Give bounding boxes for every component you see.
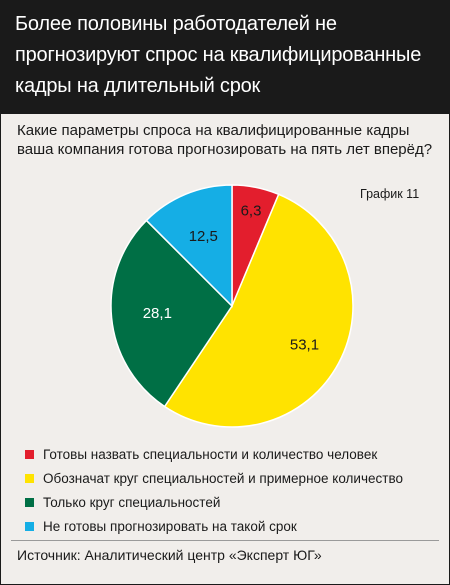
legend-label: Обозначат круг специальностей и примерно… bbox=[43, 470, 403, 486]
slice-value-label: 28,1 bbox=[143, 305, 172, 322]
chart-number: График 11 bbox=[360, 187, 420, 201]
legend-label: Только круг специальностей bbox=[43, 494, 221, 510]
pie-slice bbox=[163, 193, 354, 428]
legend-swatch bbox=[25, 473, 34, 483]
pie-slice bbox=[110, 219, 233, 408]
slice-value-label: 6,3 bbox=[241, 203, 262, 220]
pie-slice bbox=[145, 184, 233, 308]
source-note: Источник: Аналитический центр «Эксперт Ю… bbox=[17, 547, 322, 563]
header-bar: Более половины работодателей не прогнози… bbox=[1, 1, 449, 114]
legend-item: Только круг специальностей bbox=[25, 490, 445, 514]
slice-value-label: 53,1 bbox=[290, 336, 319, 353]
legend-item: Обозначат круг специальностей и примерно… bbox=[25, 466, 445, 490]
slice-value-label: 12,5 bbox=[189, 228, 218, 245]
legend-item: Не готовы прогнозировать на такой срок bbox=[25, 514, 445, 538]
legend-label: Не готовы прогнозировать на такой срок bbox=[43, 518, 297, 534]
legend: Готовы назвать специальности и количеств… bbox=[25, 442, 445, 538]
legend-swatch bbox=[25, 521, 34, 531]
page-title: Более половины работодателей не прогнози… bbox=[15, 13, 422, 97]
legend-swatch bbox=[25, 497, 34, 507]
divider bbox=[11, 540, 439, 541]
legend-swatch bbox=[25, 449, 34, 459]
legend-label: Готовы назвать специальности и количеств… bbox=[43, 446, 378, 462]
pie-chart: 6,3 53,1 28,1 12,5 bbox=[110, 184, 354, 428]
chart-title: Какие параметры спроса на квалифицирован… bbox=[17, 122, 433, 158]
legend-item: Готовы назвать специальности и количеств… bbox=[25, 442, 445, 466]
